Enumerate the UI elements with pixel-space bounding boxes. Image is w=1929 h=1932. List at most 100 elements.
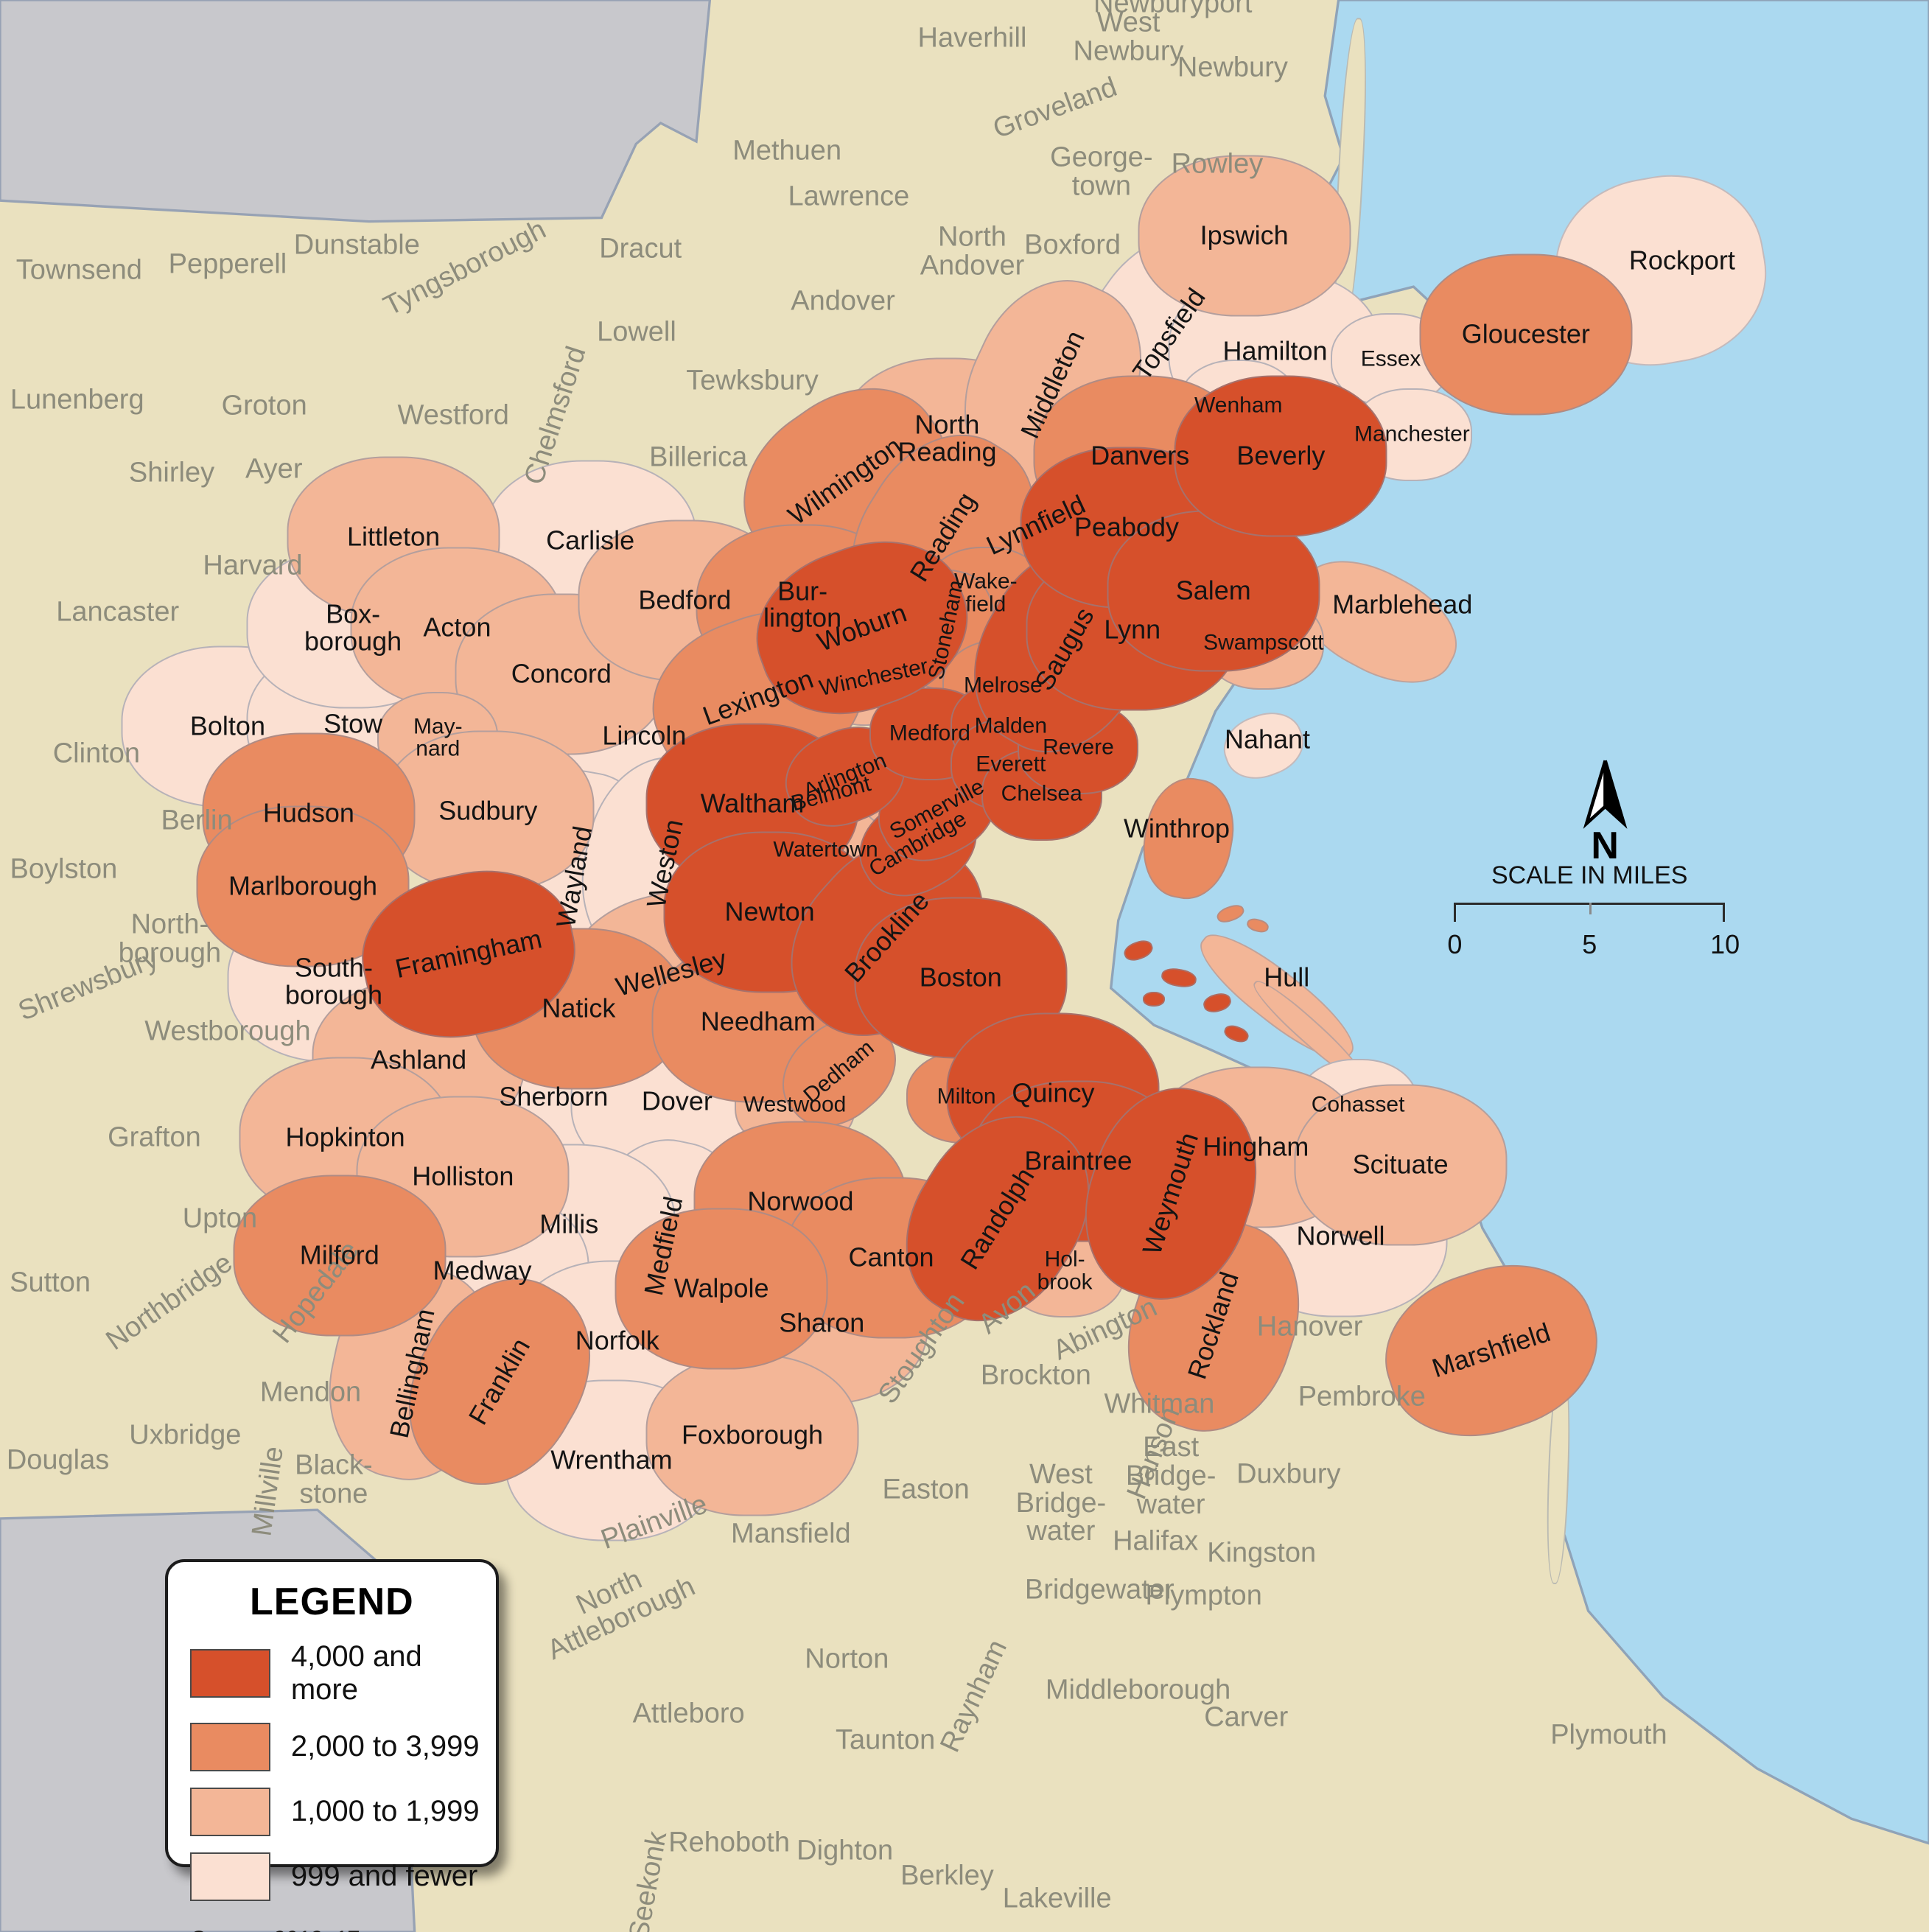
town-label: Lynn — [1104, 614, 1161, 645]
town-label: Sharon — [779, 1307, 865, 1338]
town-label: Ashland — [371, 1045, 467, 1076]
legend-source: Source: 2013–17 American Community Surve… — [190, 1926, 496, 1932]
town-label: Mendon — [259, 1377, 362, 1409]
town-label: South- borough — [284, 952, 382, 1009]
scale-bar: SCALE IN MILES 0 5 10 — [1447, 861, 1740, 959]
town-label: North- borough — [118, 909, 222, 969]
town-label: Boston — [919, 962, 1002, 993]
legend-item: 1,000 to 1,999 — [189, 1787, 496, 1836]
town-label: Groton — [221, 390, 307, 421]
town-label: Malden — [974, 713, 1048, 738]
town-label: Norfolk — [575, 1325, 659, 1356]
town-label: Lakeville — [1002, 1883, 1112, 1915]
town-label: Box- borough — [304, 598, 402, 657]
town-label: Norwell — [1296, 1220, 1385, 1251]
town-label: Clinton — [52, 738, 141, 769]
town-label: Quincy — [1012, 1077, 1095, 1108]
town-label: Walpole — [673, 1273, 769, 1303]
legend-swatch-cat2 — [189, 1787, 270, 1836]
scale-tick-0 — [1454, 903, 1457, 923]
legend-item-label: 1,000 to 1,999 — [290, 1795, 480, 1828]
town-label: Marblehead — [1332, 589, 1473, 620]
town-label: Lunenberg — [10, 384, 144, 416]
town-label: Tewksbury — [686, 365, 819, 396]
town-label: Duxbury — [1236, 1458, 1341, 1490]
town-label: Lincoln — [602, 720, 687, 751]
town-area — [615, 1208, 828, 1370]
town-label: Hudson — [262, 797, 354, 828]
town-label: Haverhill — [917, 23, 1027, 55]
town-area — [854, 897, 1068, 1059]
town-label: George- town — [1050, 141, 1153, 202]
town-label: Everett — [976, 752, 1046, 777]
town-label: Salem — [1175, 575, 1251, 606]
town-label: Bridgewater — [1024, 1574, 1174, 1606]
town-label: Hol- brook — [1037, 1247, 1093, 1295]
town-label: Rowley — [1171, 148, 1264, 180]
town-label: Ipswich — [1200, 220, 1289, 251]
outstate-new-hampshire — [0, 0, 712, 223]
coastal-shape — [1142, 991, 1165, 1007]
town-label: Foxborough — [681, 1419, 824, 1450]
town-label: Swampscott — [1203, 630, 1324, 655]
town-area — [1107, 510, 1320, 672]
town-label: Wenham — [1194, 393, 1283, 418]
town-label: Dighton — [797, 1835, 894, 1866]
town-label: Sutton — [10, 1267, 91, 1298]
town-label: Plympton — [1145, 1580, 1262, 1611]
town-label: Whitman — [1104, 1388, 1215, 1420]
town-label: Gloucester — [1461, 318, 1590, 349]
town-area — [645, 1354, 859, 1516]
town-label: Shirley — [128, 458, 215, 489]
town-label: Peabody — [1074, 511, 1179, 542]
town-label: Andover — [791, 285, 895, 317]
town-label: Middleborough — [1045, 1674, 1231, 1706]
town-label: Carlisle — [546, 525, 635, 556]
town-label: Dracut — [599, 233, 682, 265]
legend-item-label: 4,000 and more — [290, 1639, 422, 1706]
town-label: Grafton — [108, 1121, 201, 1153]
town-area — [1419, 253, 1633, 416]
town-label: Canton — [848, 1242, 934, 1273]
town-label: Methuen — [732, 135, 842, 167]
town-label: Lawrence — [788, 181, 910, 213]
town-label: Rehoboth — [668, 1827, 790, 1858]
town-label: Milton — [937, 1084, 996, 1109]
legend-title: LEGEND — [250, 1580, 414, 1623]
north-arrow: N — [1563, 746, 1648, 867]
town-label: Westborough — [144, 1015, 311, 1047]
town-label: Essex — [1360, 346, 1421, 371]
town-label: Upton — [182, 1203, 258, 1235]
scale-tick-10 — [1723, 903, 1726, 923]
town-label: Watertown — [773, 837, 878, 862]
town-label: Newburyport — [1093, 0, 1253, 19]
town-label: Newton — [724, 896, 815, 927]
town-label: North Reading — [897, 409, 997, 467]
town-label: West Newbury — [1073, 7, 1184, 66]
legend-item-label: 2,000 to 3,999 — [290, 1730, 480, 1763]
town-label: Braintree — [1024, 1145, 1132, 1176]
town-label: Mansfield — [731, 1518, 851, 1550]
town-label: Bur- lington — [763, 575, 842, 633]
town-label: Milford — [299, 1239, 379, 1270]
town-label: Berlin — [161, 805, 233, 836]
town-label: Billerica — [649, 442, 748, 474]
town-label: Hamilton — [1222, 335, 1328, 366]
town-label: Concord — [511, 658, 612, 689]
town-label: Boxford — [1024, 229, 1121, 261]
town-label: Winthrop — [1123, 813, 1230, 844]
town-label: Pembroke — [1298, 1381, 1426, 1413]
town-label: Bolton — [189, 710, 265, 741]
town-label: Wake- field — [954, 569, 1018, 616]
town-label: Wrentham — [550, 1444, 673, 1475]
town-label: Lowell — [597, 316, 676, 348]
legend-swatch-cat3 — [189, 1722, 270, 1771]
town-label: Westford — [397, 399, 509, 431]
town-label: Chelsea — [1001, 781, 1082, 806]
town-label: May- nard — [413, 714, 463, 761]
town-label: Boylston — [10, 853, 118, 885]
